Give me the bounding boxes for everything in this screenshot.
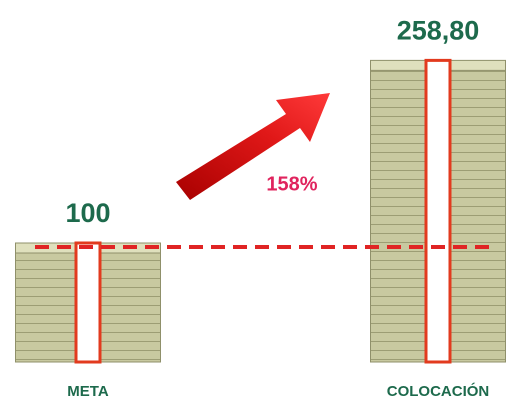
strap	[424, 58, 452, 364]
category-label: META	[67, 383, 109, 400]
value-label: 258,80	[397, 16, 480, 46]
annotation: 158%	[266, 173, 317, 195]
strap	[74, 241, 102, 364]
growth-arrow	[176, 93, 330, 200]
value-label: 100	[65, 198, 110, 228]
category-label: COLOCACIÓN	[387, 382, 490, 400]
